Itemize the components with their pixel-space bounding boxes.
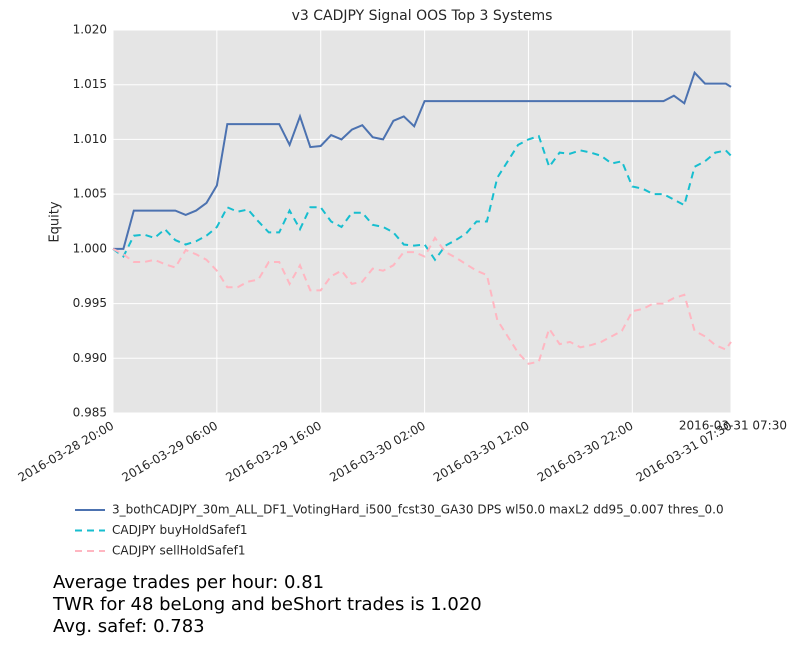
note: TWR for 48 beLong and beShort trades is … [52,594,482,615]
series-line [113,70,732,250]
x-tick-label: 2016-03-30 12:00 [431,419,532,485]
x-tick-label: 2016-03-30 22:00 [535,419,636,485]
x-tick-label: 2016-03-29 16:00 [223,419,324,485]
y-tick-label: 0.985 [73,406,107,420]
series-line [112,134,732,262]
y-tick-label: 0.990 [73,351,107,365]
x-tick-label: 2016-03-28 20:00 [16,419,117,485]
x-offset-label: 2016-03-31 07:30 [679,419,787,433]
y-tick-label: 1.005 [73,187,107,201]
y-tick-label: 1.015 [73,77,107,91]
x-tick-label: 2016-03-30 02:00 [327,419,428,485]
y-tick-label: 0.995 [73,296,107,310]
note: Average trades per hour: 0.81 [53,572,324,593]
y-axis-label: Equity [48,201,63,242]
legend-label: CADJPY sellHoldSafef1 [112,544,246,558]
note: Avg. safef: 0.783 [53,616,205,637]
y-tick-label: 1.000 [73,241,107,255]
plot-area [113,30,731,413]
x-tick-label: 2016-03-29 06:00 [119,419,220,485]
chart-title: v3 CADJPY Signal OOS Top 3 Systems [292,8,553,24]
y-tick-label: 1.020 [73,23,107,37]
series-line [112,236,732,365]
y-tick-label: 1.010 [73,132,107,146]
legend-label: 3_bothCADJPY_30m_ALL_DF1_VotingHard_i500… [112,503,724,517]
legend-label: CADJPY buyHoldSafef1 [112,523,248,537]
